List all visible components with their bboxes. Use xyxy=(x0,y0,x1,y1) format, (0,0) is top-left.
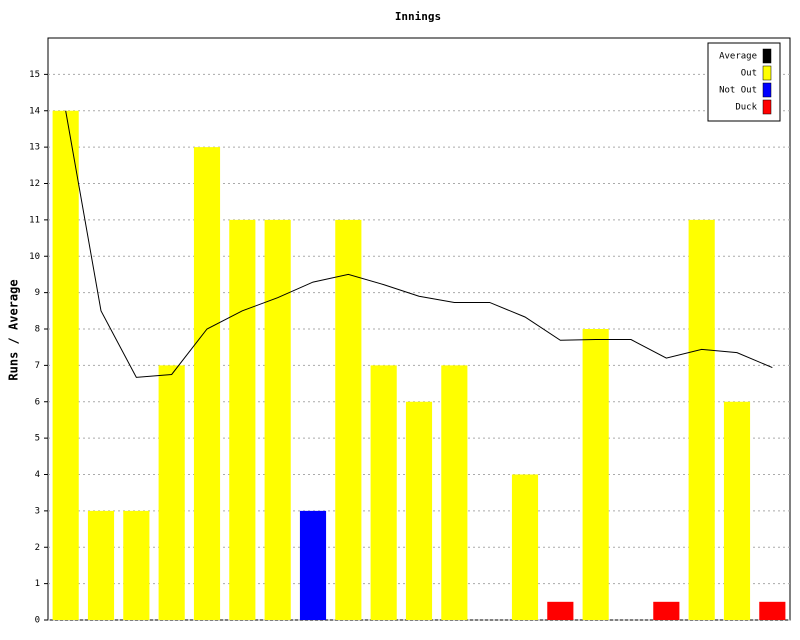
y-tick-label: 8 xyxy=(35,325,40,335)
chart-title: Innings xyxy=(395,10,441,23)
bar xyxy=(653,601,680,620)
y-tick-label: 2 xyxy=(35,543,40,553)
y-tick-label: 9 xyxy=(35,288,40,298)
y-tick-label: 0 xyxy=(35,616,40,626)
y-tick-label: 14 xyxy=(29,106,40,116)
y-tick-label: 1 xyxy=(35,579,40,589)
legend-label: Average xyxy=(719,52,757,62)
bar xyxy=(52,110,79,620)
y-tick-label: 5 xyxy=(35,434,40,444)
bar xyxy=(158,365,185,620)
legend: Average Out Not Out Duck xyxy=(707,42,781,122)
legend-swatch xyxy=(762,48,772,64)
legend-swatch xyxy=(762,82,772,98)
y-tick-label: 7 xyxy=(35,361,40,371)
bar xyxy=(229,219,256,620)
bar xyxy=(335,219,362,620)
bar xyxy=(193,147,221,620)
legend-label: Out xyxy=(741,69,757,79)
y-axis-label: Runs / Average xyxy=(7,279,21,380)
y-tick-label: 12 xyxy=(29,179,40,189)
bar xyxy=(511,474,539,620)
y-tick-label: 11 xyxy=(29,215,40,225)
y-tick-label: 10 xyxy=(29,252,40,262)
bar xyxy=(582,329,609,620)
bar xyxy=(299,510,327,620)
bar xyxy=(87,510,115,620)
legend-label: Duck xyxy=(735,103,757,113)
bar xyxy=(688,219,715,620)
legend-label: Not Out xyxy=(719,86,757,96)
bar xyxy=(759,601,786,620)
y-tick-label: 15 xyxy=(29,70,40,80)
legend-swatch xyxy=(762,99,772,115)
bar xyxy=(123,510,150,620)
bar xyxy=(405,401,433,620)
bar xyxy=(264,219,291,620)
y-tick-label: 4 xyxy=(35,470,40,480)
bar xyxy=(547,601,574,620)
bar xyxy=(723,401,751,620)
bar xyxy=(441,365,468,620)
bar xyxy=(370,365,397,620)
y-tick-label: 3 xyxy=(35,506,40,516)
y-tick-label: 6 xyxy=(35,397,40,407)
average-line xyxy=(65,110,773,378)
y-tick-label: 13 xyxy=(29,143,40,153)
legend-swatch xyxy=(762,65,772,81)
